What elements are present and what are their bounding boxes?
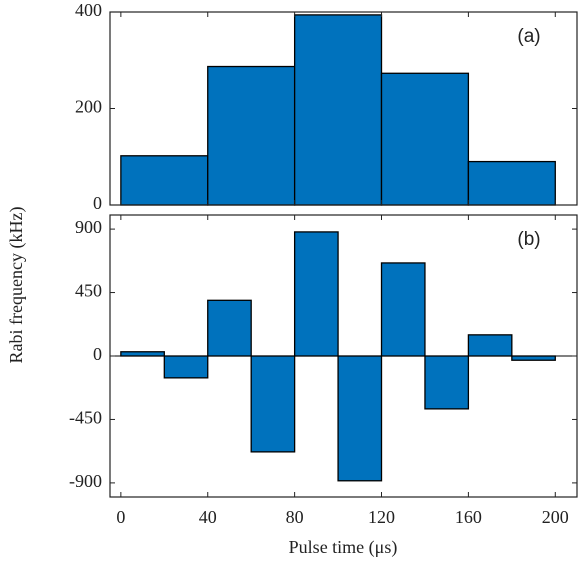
bar <box>511 355 556 361</box>
x-tick-label: 0 <box>116 507 125 527</box>
x-tick-label: 80 <box>286 507 304 527</box>
bar <box>250 355 296 453</box>
axes-frame <box>109 11 578 206</box>
y-tick-label: 400 <box>75 0 102 20</box>
bar <box>207 299 252 357</box>
bar <box>380 72 470 206</box>
bar <box>293 14 383 206</box>
x-tick-label: 160 <box>455 507 482 527</box>
x-axis-label: Pulse time (μs) <box>289 537 398 558</box>
y-tick-label: -900 <box>69 471 102 491</box>
y-axis-label: Rabi frequency (kHz) <box>6 207 27 364</box>
bar <box>467 160 556 206</box>
bar <box>293 231 339 357</box>
y-tick-label: 0 <box>93 193 102 213</box>
y-tick-label: 450 <box>75 281 102 301</box>
x-tick-label: 200 <box>542 507 569 527</box>
bar <box>163 355 209 379</box>
bar <box>120 155 209 206</box>
x-tick-label: 40 <box>199 507 217 527</box>
panel-annotation: (b) <box>517 229 540 250</box>
bar <box>120 351 165 357</box>
y-tick-label: -450 <box>69 408 102 428</box>
y-tick-label: 900 <box>75 217 102 237</box>
bar <box>207 65 296 206</box>
y-tick-label: 0 <box>93 344 102 364</box>
x-tick-label: 120 <box>368 507 395 527</box>
bar <box>424 355 470 410</box>
bar <box>337 355 383 482</box>
axes-frame <box>109 214 578 498</box>
panel-annotation: (a) <box>517 26 540 47</box>
bar <box>380 262 426 357</box>
bar <box>467 334 513 357</box>
y-tick-label: 200 <box>75 97 102 117</box>
